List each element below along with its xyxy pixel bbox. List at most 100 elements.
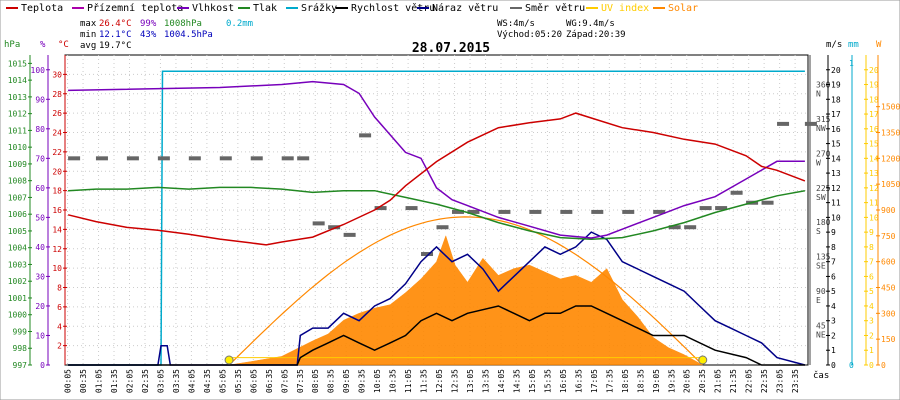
axis-temp-tick-label: 10 [52,264,62,273]
x-ticks: 00:05 00:35 01:05 01:35 02:05 02:35 03:05 03:35… [64,369,801,393]
axis-pct-tick-label: 100 [31,66,46,75]
axis-uv-tick-label: 0 [869,361,874,370]
axis-uv-tick-label: 8 [869,243,874,252]
x-tick-label: 00:35 [79,369,88,393]
series-smer-vetru-mark [668,225,681,230]
series-smer-vetru-mark [498,209,511,214]
x-tick-label: 09:35 [358,369,367,393]
x-tick-label: 23:05 [776,369,785,393]
x-tick-label: 17:35 [605,369,614,393]
axis-uv-tick-label: 11 [869,199,879,208]
chart-title: 28.07.2015 [412,41,490,56]
axis-mm-tick-label: 0 [849,361,854,370]
series-smer-vetru-mark [95,156,108,161]
axis-temp-tick-label: 26 [52,109,62,118]
series-smer-vetru-mark [157,156,170,161]
axis-ms-tick-label: 14 [831,154,841,163]
axis-ms-tick-label: 10 [831,213,841,222]
unit-w: W [876,40,882,50]
axis-temp-tick-label: 24 [52,129,62,138]
x-tick-label: 13:05 [466,369,475,393]
stat-wg: WG:9.4m/s [566,19,615,29]
series-tlak [68,186,806,241]
stat-avg-label: avg [80,41,96,51]
axis-uv-tick-label: 9 [869,228,874,237]
axis-hpa-tick-label: 997 [13,361,28,370]
axis-hpa-tick-label: 1014 [8,76,27,85]
series-vlhkost [68,80,805,239]
axis-hpa-tick-label: 1009 [8,160,27,169]
series-smer-vetru-mark [560,209,573,214]
axis-temp-tick-label: 12 [52,245,62,254]
x-tick-label: 18:35 [636,369,645,393]
x-tick-label: 12:05 [435,369,444,393]
series-smer-vetru-mark [436,225,449,230]
stat-min-press: 1004.5hPa [164,30,213,40]
axis-dir-name: SW [816,193,826,202]
stat-sunset: Západ:20:39 [566,30,626,40]
legend-teplota: Teplota [21,3,63,14]
x-tick-label: 20:35 [698,369,707,393]
axis-ms-tick-label: 13 [831,169,841,178]
stat-max-temp: 26.4°C [99,19,132,29]
x-tick-label: 06:05 [249,369,258,393]
axis-pct-tick-label: 90 [35,95,45,104]
series-smer-vetru-mark [328,225,341,230]
series-smer-vetru-mark [297,156,310,161]
series-smer-vetru-mark [761,200,774,205]
legend-naraz-vetru: Náraz větru [432,2,498,14]
axis-hpa-tick-label: 998 [13,344,28,353]
x-tick-label: 15:05 [528,369,537,393]
axis-uv-tick-label: 1 [869,346,874,355]
stat-min-label: min [80,30,96,40]
series-solar-theoretical [228,216,701,366]
axis-dir-name: E [816,296,821,305]
axis-ms-tick-label: 7 [831,258,836,267]
x-tick-label: 21:35 [729,369,738,393]
stat-ws: WS:4m/s [497,19,535,29]
axis-uv-tick-label: 17 [869,110,879,119]
axis-hpa-tick-label: 1007 [8,193,27,202]
axis-w-tick-label: 1350 [881,129,900,138]
axis-ms-tick-label: 19 [831,81,841,90]
x-tick-label: 01:05 [95,369,104,393]
axis-uv-tick-label: 6 [869,272,874,281]
x-tick-label: 08:05 [311,369,320,393]
series-rychlost-vetru [68,305,805,366]
x-tick-label: 05:05 [218,369,227,393]
axis-w-tick-label: 750 [881,232,896,241]
axis-ms-tick-label: 6 [831,272,836,281]
axis-temp-tick-label: 8 [57,284,62,293]
axis-ms-tick-label: 5 [831,287,836,296]
series-smer-vetru-mark [281,156,294,161]
axis-uv-tick-label: 2 [869,331,874,340]
unit-pct: % [40,40,46,50]
axis-dir-value: 180 [816,218,831,227]
axis-ms-tick-label: 20 [831,66,841,75]
x-tick-label: 13:35 [482,369,491,393]
x-tick-label: 03:05 [156,369,165,393]
axis-temp-tick-label: 30 [52,70,62,79]
axis-uv-tick-label: 18 [869,95,879,104]
x-tick-label: 19:35 [667,369,676,393]
axis-hpa-tick-label: 1015 [8,59,27,68]
axis-hpa-tick-label: 1008 [8,177,27,186]
x-tick-label: 14:05 [497,369,506,393]
x-tick-label: 21:05 [714,369,723,393]
axis-dir-value: 360 [816,80,831,89]
axis-dir-value: 90 [816,287,826,296]
series [67,70,817,366]
axis-pct-tick-label: 70 [35,154,45,163]
axis-dir-value: 45 [816,322,826,331]
axis-ms-tick-label: 3 [831,317,836,326]
axis-w-tick-label: 0 [881,361,886,370]
axis-temp-tick-label: 14 [52,225,62,234]
series-smer-vetru-mark [126,156,139,161]
axis-dir-value: 135 [816,253,831,262]
series-smer-vetru-mark [653,209,666,214]
axis-dir-name: NW [816,124,826,133]
axis-ms-tick-label: 12 [831,184,841,193]
axis-dir-name: S [816,227,821,236]
axis-dir-name: SE [816,262,826,271]
